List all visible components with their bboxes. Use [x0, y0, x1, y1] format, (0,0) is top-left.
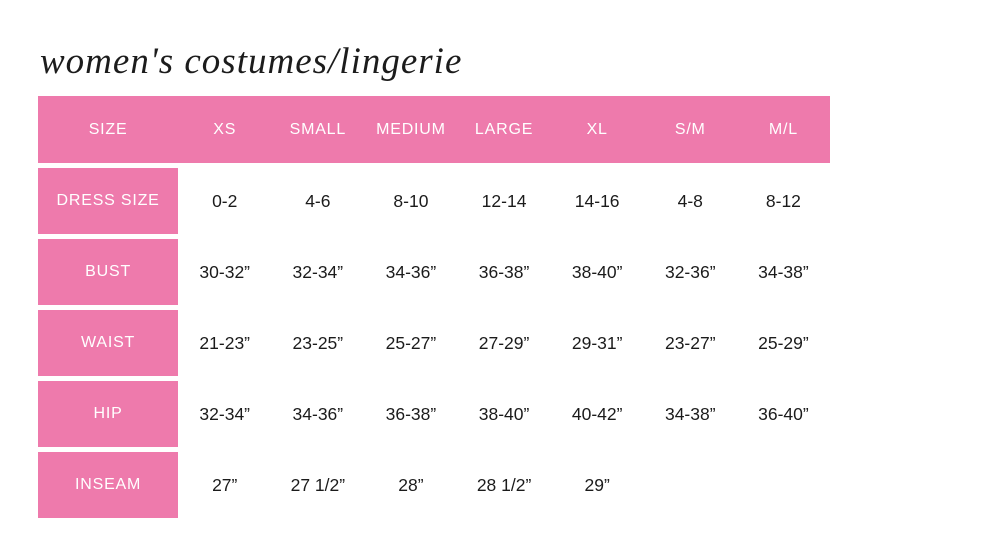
value-cell: 12-14 — [457, 168, 551, 234]
value-cell: 25-27” — [364, 310, 458, 376]
value-cell: 4-8 — [643, 168, 737, 234]
table-row-waist: WAIST 21-23” 23-25” 25-27” 27-29” 29-31”… — [38, 310, 830, 376]
value-cell: 27-29” — [457, 310, 551, 376]
row-label-bust: BUST — [38, 239, 179, 305]
value-cell: 40-42” — [550, 381, 644, 447]
value-cell: 32-36” — [643, 239, 737, 305]
table-row-hip: HIP 32-34” 34-36” 36-38” 38-40” 40-42” 3… — [38, 381, 830, 447]
value-cell: 23-27” — [643, 310, 737, 376]
table-row-dress-size: DRESS SIZE 0-2 4-6 8-10 12-14 14-16 4-8 … — [38, 168, 830, 234]
value-cell: 4-6 — [271, 168, 365, 234]
value-cell: 36-38” — [457, 239, 551, 305]
header-cell-xl: XL — [550, 96, 644, 163]
value-cell — [736, 452, 830, 518]
value-cell: 25-29” — [736, 310, 830, 376]
header-row: SIZE XS SMALL MEDIUM LARGE XL S/M M/L — [38, 96, 830, 163]
value-cell: 36-40” — [736, 381, 830, 447]
value-cell: 0-2 — [178, 168, 272, 234]
value-cell: 28” — [364, 452, 458, 518]
header-cell-size: SIZE — [38, 96, 179, 163]
value-cell: 34-38” — [736, 239, 830, 305]
value-cell: 28 1/2” — [457, 452, 551, 518]
header-cell-large: LARGE — [457, 96, 551, 163]
value-cell: 32-34” — [178, 381, 272, 447]
page-title: women's costumes/lingerie — [40, 41, 463, 82]
row-label-dress-size: DRESS SIZE — [38, 168, 179, 234]
header-cell-sm: S/M — [643, 96, 737, 163]
row-label-inseam: INSEAM — [38, 452, 179, 518]
header-cell-xs: XS — [178, 96, 272, 163]
value-cell: 36-38” — [364, 381, 458, 447]
value-cell: 29-31” — [550, 310, 644, 376]
row-label-hip: HIP — [38, 381, 179, 447]
value-cell: 21-23” — [178, 310, 272, 376]
value-cell: 23-25” — [271, 310, 365, 376]
value-cell: 8-10 — [364, 168, 458, 234]
value-cell — [643, 452, 737, 518]
value-cell: 38-40” — [457, 381, 551, 447]
value-cell: 38-40” — [550, 239, 644, 305]
row-label-waist: WAIST — [38, 310, 179, 376]
table-row-inseam: INSEAM 27” 27 1/2” 28” 28 1/2” 29” — [38, 452, 830, 518]
value-cell: 14-16 — [550, 168, 644, 234]
value-cell: 27 1/2” — [271, 452, 365, 518]
value-cell: 32-34” — [271, 239, 365, 305]
header-cell-ml: M/L — [736, 96, 830, 163]
size-chart-table: SIZE XS SMALL MEDIUM LARGE XL S/M M/L DR… — [38, 91, 830, 523]
header-cell-small: SMALL — [271, 96, 365, 163]
header-cell-medium: MEDIUM — [364, 96, 458, 163]
value-cell: 27” — [178, 452, 272, 518]
value-cell: 8-12 — [736, 168, 830, 234]
value-cell: 34-36” — [271, 381, 365, 447]
value-cell: 29” — [550, 452, 644, 518]
value-cell: 34-36” — [364, 239, 458, 305]
table-row-bust: BUST 30-32” 32-34” 34-36” 36-38” 38-40” … — [38, 239, 830, 305]
value-cell: 34-38” — [643, 381, 737, 447]
value-cell: 30-32” — [178, 239, 272, 305]
